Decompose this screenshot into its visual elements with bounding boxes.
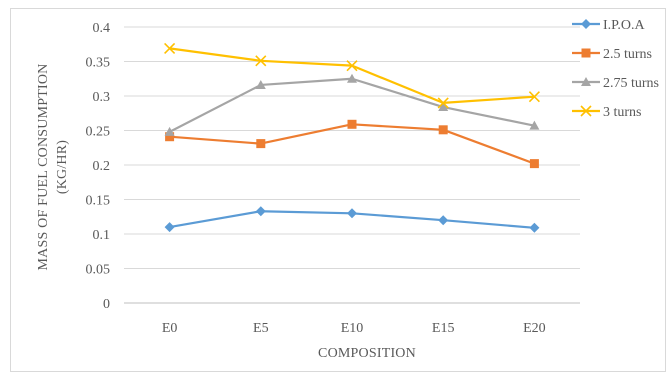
data-point [438,215,449,226]
data-point [437,97,449,109]
legend-label: 2.5 turns [603,47,652,62]
y-tick-label: 0.05 [86,263,111,278]
data-point [346,60,358,72]
y-tick-label: 0.2 [93,159,111,174]
data-point [529,159,539,169]
y-tick-label: 0.15 [86,194,111,209]
legend-label: 3 turns [603,105,642,120]
x-tick-label: E5 [253,321,269,336]
x-tick-label: E20 [523,321,546,336]
y-tick-label: 0.1 [93,228,111,243]
x-axis-ticks: E0 E5 E10 E15 E20 [162,321,546,336]
y-tick-label: 0.35 [86,56,111,71]
data-point [164,42,176,54]
legend-marker [580,105,592,117]
x-tick-label: E0 [162,321,178,336]
gridlines [124,26,580,304]
data-point [347,119,357,129]
data-point [347,208,357,219]
data-point [529,120,540,130]
y-tick-label: 0.4 [93,21,111,36]
legend-marker [581,77,591,86]
y-axis-ticks: 0 0.05 0.1 0.15 0.2 0.25 0.3 0.35 0.4 [86,21,111,312]
x-tick-label: E10 [341,321,364,336]
data-point [256,139,266,149]
data-point [347,73,357,83]
chart-frame [10,8,666,372]
legend-marker [581,48,591,58]
series-group [164,42,540,233]
y-tick-label: 0.3 [93,90,111,105]
x-axis-title: COMPOSITION [318,346,416,361]
y-tick-label: 0 [103,297,110,312]
y-axis-title-line-1: MASS OF FUEL CONSUMPTION [36,64,51,271]
data-point [165,132,175,142]
data-point [529,222,540,233]
data-point [438,125,448,135]
x-tick-label: E15 [432,321,455,336]
data-point [164,126,175,136]
data-point [255,55,267,67]
data-point [164,222,175,233]
y-axis-title-line-2: (KG/HR) [55,140,70,194]
y-tick-label: 0.25 [86,125,111,140]
data-point [255,79,266,89]
legend-marker [581,19,591,29]
legend-label: I.P.O.A [603,18,646,33]
data-point [438,102,449,112]
y-axis-title: MASS OF FUEL CONSUMPTION (KG/HR) [36,64,70,271]
legend-label: 2.75 turns [603,76,659,91]
data-point [255,206,266,217]
legend: I.P.O.A 2.5 turns 2.75 turns 3 turns [572,18,659,120]
data-point [528,91,540,103]
